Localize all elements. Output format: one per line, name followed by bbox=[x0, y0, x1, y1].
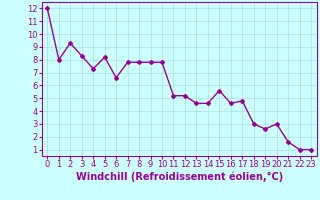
X-axis label: Windchill (Refroidissement éolien,°C): Windchill (Refroidissement éolien,°C) bbox=[76, 172, 283, 182]
